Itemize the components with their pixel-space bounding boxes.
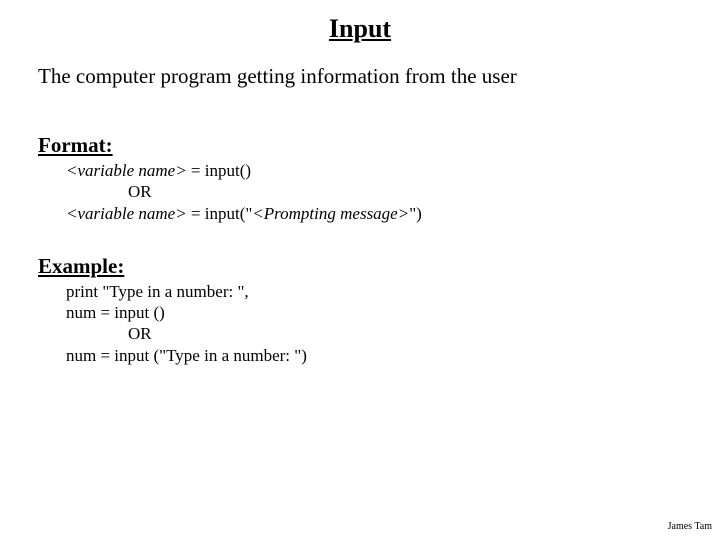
- format-or: OR: [128, 181, 682, 202]
- format-line-1: <variable name> = input(): [66, 160, 682, 181]
- format-line-2: <variable name> = input("<Prompting mess…: [66, 203, 682, 224]
- example-line-3: num = input ("Type in a number: "): [66, 345, 682, 366]
- example-or: OR: [128, 323, 682, 344]
- format-heading: Format:: [38, 133, 682, 158]
- author-credit: James Tam: [668, 521, 712, 532]
- prompting-message: <Prompting message>: [252, 204, 409, 223]
- format-line-1-rest: = input(): [187, 161, 251, 180]
- format-block: <variable name> = input() OR <variable n…: [66, 160, 682, 224]
- page-title: Input: [38, 14, 682, 44]
- example-line-1: print "Type in a number: ",: [66, 281, 682, 302]
- example-block: print "Type in a number: ", num = input …: [66, 281, 682, 366]
- variable-name-1: <variable name>: [66, 161, 187, 180]
- example-line-2: num = input (): [66, 302, 682, 323]
- example-heading: Example:: [38, 254, 682, 279]
- slide: Input The computer program getting infor…: [0, 0, 720, 540]
- variable-name-2: <variable name>: [66, 204, 187, 223]
- description-text: The computer program getting information…: [38, 64, 682, 89]
- format-line-2-mid: = input(": [187, 204, 253, 223]
- format-line-2-end: "): [409, 204, 422, 223]
